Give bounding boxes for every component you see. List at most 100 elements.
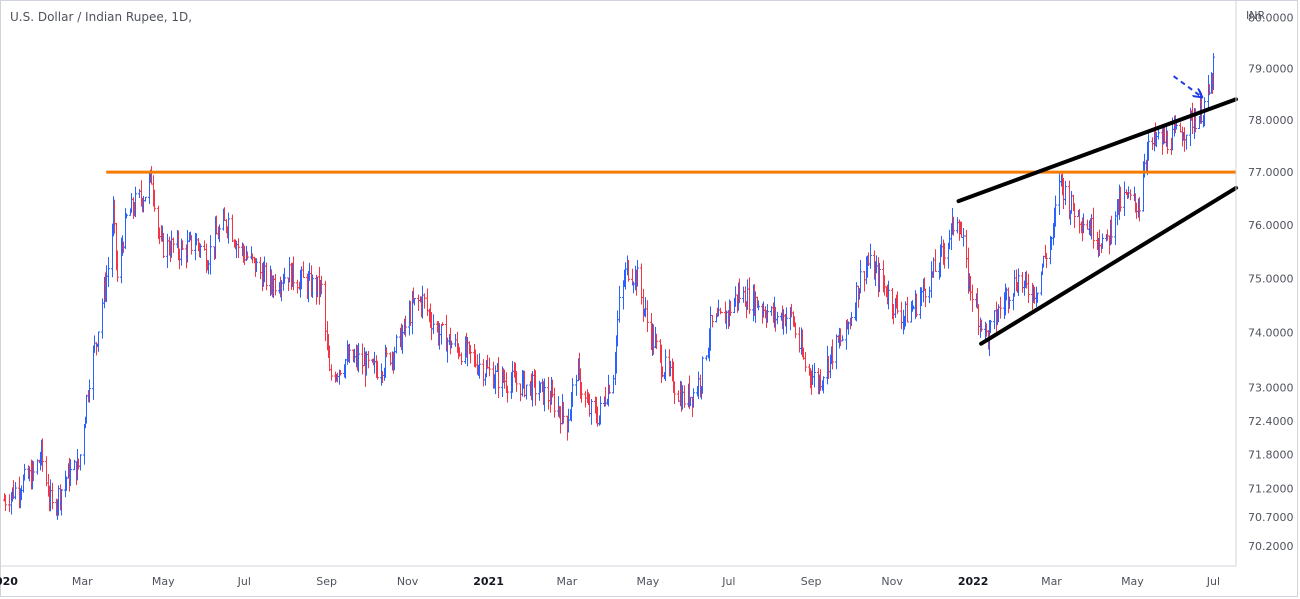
- breakout-arrow[interactable]: [1173, 75, 1202, 97]
- price-bar: [571, 378, 574, 407]
- price-bar: [292, 256, 295, 291]
- price-bar: [841, 335, 844, 342]
- price-bar: [107, 257, 110, 287]
- price-bar: [543, 378, 546, 412]
- price-bar: [742, 286, 745, 303]
- y-tick-label: 71.8000: [1248, 449, 1294, 462]
- y-tick-label: 77.0000: [1248, 166, 1294, 179]
- price-bar: [1086, 219, 1089, 230]
- price-bar: [989, 319, 992, 334]
- x-axis-ticks: 2020 Mar May Jul Sep Nov 2021 Mar May Jul Sep Nov 20…: [0, 575, 1220, 588]
- price-bar: [646, 300, 649, 332]
- price-bar: [804, 351, 807, 372]
- price-bar: [835, 334, 838, 370]
- price-bar: [1179, 122, 1182, 133]
- price-bar: [1064, 180, 1067, 205]
- price-bar: [776, 311, 779, 325]
- x-tick-label: May: [636, 575, 659, 588]
- price-bar: [683, 385, 686, 408]
- price-bar: [664, 349, 667, 382]
- price-bar: [612, 374, 615, 394]
- price-bar: [1147, 133, 1150, 161]
- price-bar: [41, 438, 44, 472]
- price-bar: [1036, 292, 1039, 303]
- price-bar: [900, 301, 903, 330]
- price-bar: [413, 298, 416, 306]
- price-bar: [738, 278, 741, 304]
- price-bar: [92, 345, 95, 400]
- price-bar: [1101, 233, 1104, 249]
- price-bar: [993, 310, 996, 330]
- price-bar: [1110, 215, 1113, 245]
- y-tick-label: 71.2000: [1248, 483, 1294, 496]
- x-tick-label: Nov: [881, 575, 903, 588]
- annotations: [106, 75, 1238, 346]
- price-bar: [69, 459, 72, 486]
- price-bar: [980, 319, 983, 332]
- price-bar: [60, 488, 63, 516]
- price-bar: [339, 370, 342, 376]
- price-bar: [1013, 269, 1016, 297]
- price-bar: [757, 300, 760, 311]
- price-bar: [296, 279, 299, 294]
- x-tick-label: 2021: [473, 575, 504, 588]
- price-bar: [677, 390, 680, 402]
- price-bar: [525, 384, 528, 400]
- price-bar: [515, 371, 518, 392]
- price-bar: [711, 314, 714, 328]
- price-bar: [376, 360, 379, 380]
- price-bar: [162, 232, 165, 258]
- price-bar: [482, 359, 485, 387]
- price-bar: [719, 307, 722, 315]
- price-bar: [794, 322, 797, 339]
- price-bar: [1119, 186, 1122, 212]
- x-tick-label: Sep: [801, 575, 822, 588]
- price-bar: [915, 293, 918, 318]
- upper-trendline[interactable]: [956, 97, 1238, 204]
- price-bar: [599, 396, 602, 425]
- price-bar: [172, 237, 175, 253]
- price-bar: [813, 362, 816, 388]
- price-bar: [181, 240, 184, 251]
- price-bar: [1185, 134, 1188, 150]
- price-bar: [642, 288, 645, 322]
- price-bar: [36, 459, 39, 475]
- price-bar: [1017, 268, 1020, 297]
- price-bar: [655, 333, 658, 349]
- price-bar: [928, 286, 931, 304]
- price-bar: [246, 251, 249, 260]
- price-bar: [497, 357, 500, 399]
- price-bar: [23, 463, 26, 481]
- price-bar: [218, 224, 221, 243]
- price-bar: [320, 275, 323, 295]
- price-bar: [1166, 130, 1169, 154]
- price-bar: [850, 311, 853, 327]
- price-bar: [423, 293, 426, 309]
- x-tick-label: Mar: [1041, 575, 1062, 588]
- price-bar: [45, 456, 48, 487]
- price-bar: [488, 357, 491, 377]
- axes: [0, 0, 1237, 567]
- price-bar: [88, 379, 91, 403]
- price-bar: [367, 351, 370, 369]
- price-bar: [302, 261, 305, 279]
- lower-trendline[interactable]: [979, 185, 1238, 346]
- price-bar: [348, 343, 351, 364]
- price-bar: [1008, 296, 1011, 309]
- price-bar: [673, 381, 676, 404]
- price-bar: [692, 388, 695, 408]
- x-tick-label: 2020: [0, 575, 18, 588]
- x-tick-label: May: [1121, 575, 1144, 588]
- price-bar: [311, 274, 314, 298]
- price-bar: [417, 294, 420, 311]
- price-bar: [766, 304, 769, 323]
- x-tick-label: Sep: [316, 575, 337, 588]
- price-bar: [906, 296, 909, 323]
- price-bar: [1027, 273, 1030, 303]
- price-bar: [636, 259, 639, 287]
- price-bar: [547, 376, 550, 410]
- price-bar: [79, 454, 82, 471]
- price-bar: [440, 323, 443, 345]
